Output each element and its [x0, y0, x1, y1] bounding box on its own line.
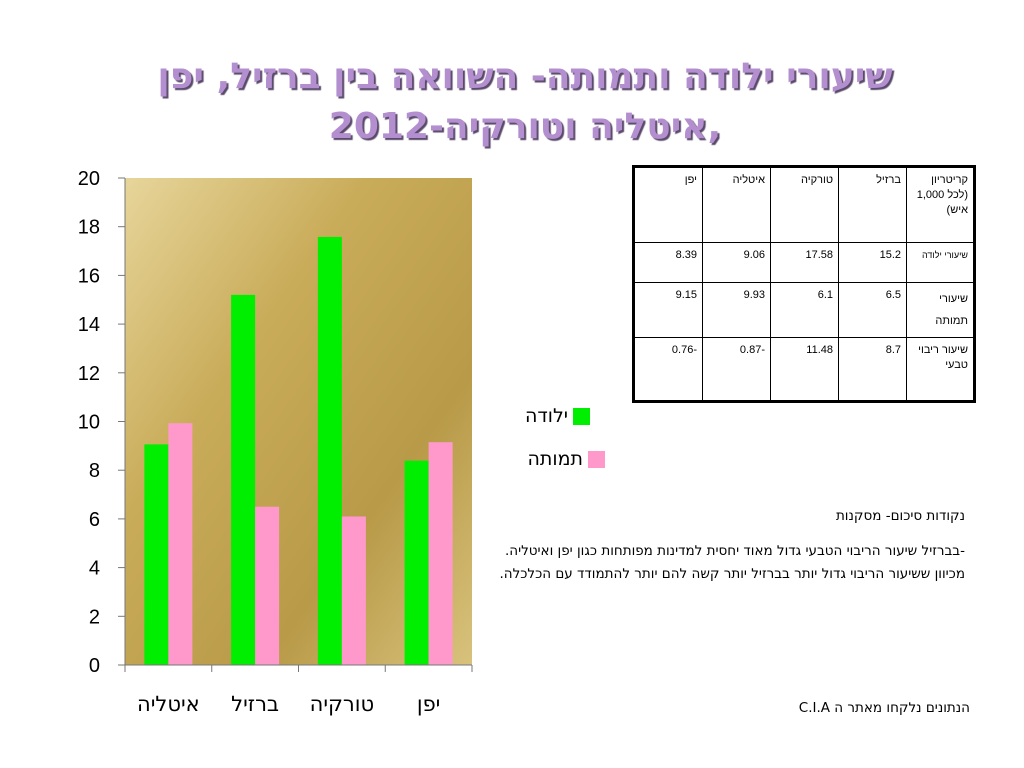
table-cell: ברזיל — [838, 166, 907, 243]
slide-title: שיעורי ילודה ותמותה- השוואה בין ברזיל, י… — [110, 52, 940, 152]
legend-item-births: ילודה — [500, 405, 590, 427]
conclusion-line-1: -בברזיל שיעור הריבוי הטבעי גדול מאוד יחס… — [504, 543, 965, 559]
y-axis-ticks: 0 2 4 6 8 10 12 14 16 18 20 — [78, 168, 100, 677]
gridlines — [118, 177, 125, 666]
table-cell: 6.5 — [838, 282, 907, 338]
table-cell: שיעורי תמותה — [906, 282, 975, 338]
x-category-label: ברזיל — [231, 692, 279, 716]
table-cell: שיעורי ילודה — [906, 242, 975, 283]
table-cell: 15.2 — [838, 242, 907, 283]
conclusions-heading: נקודות סיכום- מסקנות — [835, 508, 965, 524]
y-tick-label: 0 — [89, 655, 100, 677]
table-cell: 9.93 — [702, 282, 771, 338]
table-cell: 9.06 — [702, 242, 771, 283]
table-row: 9.15 9.93 6.1 6.5 שיעורי תמותה — [633, 282, 975, 338]
table-cell: 8.7 — [838, 337, 907, 402]
source-note: הנתונים נלקחו מאתר ה C.I.A — [798, 700, 970, 716]
bar-deaths — [428, 442, 453, 665]
y-tick-label: 6 — [89, 509, 100, 531]
y-tick-label: 8 — [89, 460, 100, 482]
table-cell: 17.58 — [770, 242, 839, 283]
table-cell: 8.39 — [633, 242, 703, 283]
bar-births — [144, 444, 169, 665]
x-category-label: יפן — [417, 692, 441, 716]
table-row: 8.39 9.06 17.58 15.2 שיעורי ילודה — [633, 242, 975, 283]
table-cell: 6.1 — [770, 282, 839, 338]
x-axis-labels: איטליה ברזיל טורקיה יפן — [137, 692, 440, 716]
title-line-1: שיעורי ילודה ותמותה- השוואה בין ברזיל, י… — [157, 56, 893, 97]
y-tick-label: 20 — [78, 168, 100, 190]
y-tick-label: 18 — [78, 217, 100, 239]
y-tick-label: 12 — [78, 363, 100, 385]
y-tick-label: 4 — [89, 558, 100, 580]
legend-label-deaths: תמותה — [527, 448, 583, 470]
legend-swatch-deaths — [588, 450, 605, 468]
y-tick-label: 2 — [89, 606, 100, 628]
y-tick-label: 10 — [78, 412, 100, 434]
x-category-label: איטליה — [137, 692, 200, 716]
bar-births — [404, 460, 429, 665]
y-tick-label: 14 — [78, 314, 100, 336]
table-cell: 11.48 — [770, 337, 839, 402]
table-cell: שיעור ריבוי טבעי — [906, 337, 975, 402]
bar-deaths — [168, 423, 193, 665]
conclusions-box: נקודות סיכום- מסקנות -בברזיל שיעור הריבו… — [490, 505, 966, 586]
conclusion-line-2: מכיוון ששיעור הריבוי גדול יותר בברזיל יו… — [499, 566, 966, 582]
x-category-label: טורקיה — [310, 692, 375, 716]
title-line-2: איטליה וטורקיה-2012, — [328, 106, 722, 147]
table-row: 0.76- 0.87- 11.48 8.7 שיעור ריבוי טבעי — [633, 337, 975, 402]
table-header-row: יפן איטליה טורקיה ברזיל קריטריון (לכל 1,… — [633, 166, 975, 243]
legend-swatch-births — [573, 407, 590, 425]
table-cell: 9.15 — [633, 282, 703, 338]
table-cell: יפן — [633, 166, 703, 243]
table-cell: 0.76- — [633, 337, 703, 402]
legend-label-births: ילודה — [524, 405, 568, 427]
bar-deaths — [255, 506, 280, 665]
table-cell: 0.87- — [702, 337, 771, 402]
legend-item-deaths: תמותה — [500, 448, 605, 470]
data-table: יפן איטליה טורקיה ברזיל קריטריון (לכל 1,… — [632, 165, 976, 403]
table-cell: איטליה — [702, 166, 771, 243]
bars — [144, 236, 473, 672]
table-cell: קריטריון (לכל 1,000 איש) — [906, 166, 975, 243]
table-cell: טורקיה — [770, 166, 839, 243]
bar-deaths — [341, 516, 366, 665]
y-tick-label: 16 — [78, 265, 100, 287]
bar-births — [231, 294, 256, 665]
bar-births — [317, 236, 342, 665]
